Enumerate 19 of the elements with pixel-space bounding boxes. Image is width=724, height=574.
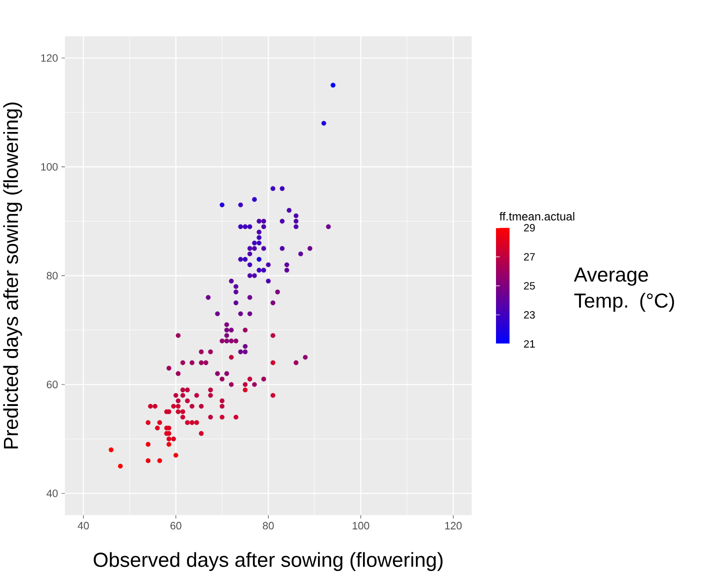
x-tick-label: 100 <box>352 522 370 530</box>
text: Average Temp. (°C) <box>574 268 674 312</box>
y-axis-title: Predicted days after sowing (flowering) <box>3 102 22 448</box>
x-tick-label: 40 <box>78 522 89 530</box>
x-tick-label: 60 <box>170 522 182 530</box>
y-tick-label: 80 <box>46 272 58 280</box>
color-bar-label: 27 <box>524 253 535 260</box>
x-tick-label: 80 <box>262 522 274 530</box>
color-bar-label: 25 <box>524 282 535 290</box>
color-bar-title: ff.tmean.actual <box>499 212 574 220</box>
y-tick-label: 120 <box>41 54 58 62</box>
y-tick-label: 100 <box>41 162 58 170</box>
x-tick-label: 120 <box>445 522 462 530</box>
y-tick-label: 60 <box>46 380 58 388</box>
x-axis-title: Observed days after sowing (flowering) <box>94 552 443 571</box>
color-bar-label: 23 <box>524 311 535 319</box>
color-bar-label: 29 <box>524 224 535 232</box>
color-bar-label: 21 <box>524 340 535 348</box>
y-tick-label: 40 <box>46 490 58 498</box>
